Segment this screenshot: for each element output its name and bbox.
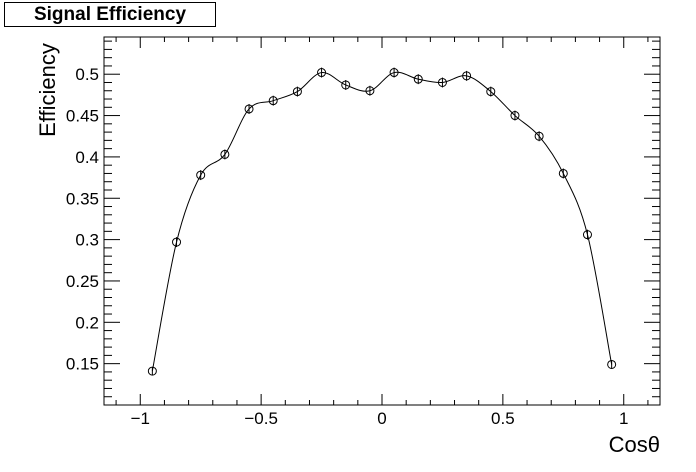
point-marker (172, 237, 182, 247)
x-tick-label: 0.5 (491, 409, 515, 428)
data-point (196, 170, 206, 181)
axis-ticks (104, 37, 660, 406)
point-marker (341, 80, 351, 90)
point-marker (244, 104, 254, 114)
data-point (268, 95, 278, 106)
data-point (172, 237, 182, 248)
point-marker (534, 131, 544, 141)
y-axis-label: Efficiency (35, 43, 60, 137)
y-tick-label: 0.45 (66, 107, 99, 126)
point-marker (292, 87, 302, 97)
data-point (220, 149, 230, 160)
point-marker (268, 96, 278, 106)
x-tick-label: 1 (619, 409, 628, 428)
point-marker (413, 74, 423, 84)
data-point (534, 131, 544, 142)
chart-title: Signal Efficiency (4, 2, 216, 27)
point-marker (147, 366, 157, 376)
data-point (462, 70, 472, 81)
data-point (292, 86, 302, 97)
point-marker (486, 87, 496, 97)
point-marker (389, 68, 399, 78)
plot-frame (103, 36, 661, 406)
data-point (558, 168, 568, 179)
data-point (437, 77, 447, 88)
data-point (607, 359, 617, 369)
point-marker (462, 71, 472, 81)
x-tick-label: 0 (377, 409, 386, 428)
data-point (244, 103, 254, 114)
series-curve (151, 71, 613, 372)
point-marker (510, 111, 520, 121)
point-marker (317, 68, 327, 78)
data-point (486, 86, 496, 97)
point-marker (437, 77, 447, 87)
data-point (582, 229, 592, 240)
point-marker (558, 168, 568, 178)
y-tick-label: 0.4 (75, 148, 99, 167)
point-marker (196, 170, 206, 180)
x-tick-label: −0.5 (244, 409, 278, 428)
data-point (389, 67, 399, 78)
y-tick-label: 0.25 (66, 272, 99, 291)
data-points (147, 67, 617, 376)
x-tick-label: −1 (131, 409, 150, 428)
data-point (413, 74, 423, 85)
data-point (365, 85, 375, 96)
y-tick-label: 0.2 (75, 313, 99, 332)
point-marker (607, 359, 617, 369)
y-tick-label: 0.35 (66, 189, 99, 208)
y-tick-label: 0.5 (75, 65, 99, 84)
data-point (341, 80, 351, 90)
data-point (147, 366, 157, 376)
point-marker (582, 230, 592, 240)
x-axis-label: Cosθ (609, 432, 660, 457)
data-point (510, 110, 520, 121)
y-tick-label: 0.15 (66, 355, 99, 374)
tick-labels: −1 −0.5 0 0.5 1 0.15 0.2 0.25 0.3 0.35 0.4 0.45 0.5 (66, 65, 629, 428)
point-marker (220, 149, 230, 159)
y-tick-label: 0.3 (75, 231, 99, 250)
point-marker (365, 86, 375, 96)
data-point (317, 67, 327, 78)
